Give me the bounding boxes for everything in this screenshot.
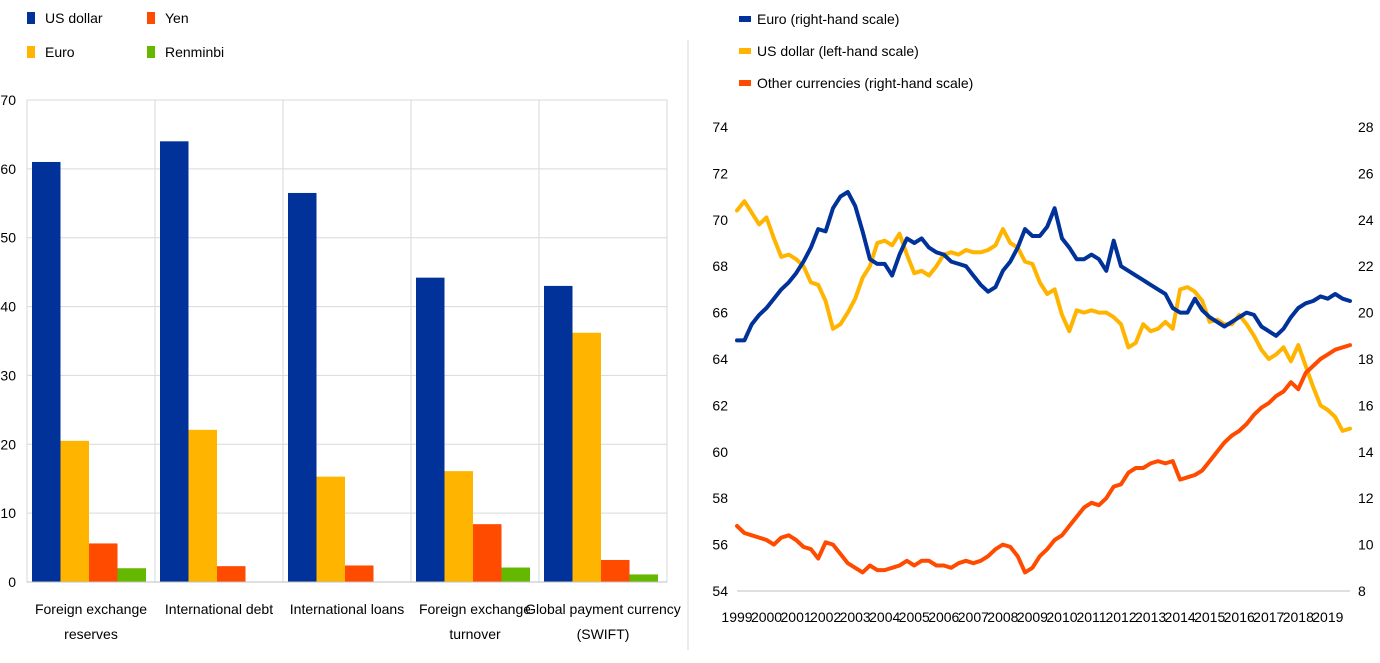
series-line-other-currencies	[735, 343, 1352, 575]
bar-category-label: reserves	[64, 626, 118, 642]
bar-y-tick-label: 60	[0, 161, 16, 177]
bar-euro	[572, 332, 601, 582]
legend-swatch-us-dollar	[27, 12, 35, 24]
bar-renminbi	[117, 568, 146, 582]
legend-label: Other currencies (right-hand scale)	[757, 75, 973, 91]
line-x-tick-label: 2009	[1017, 609, 1048, 625]
bar-euro	[60, 440, 89, 582]
line-left-tick-label: 68	[712, 258, 728, 274]
line-left-tick-label: 56	[712, 537, 728, 553]
legend-label: Euro (right-hand scale)	[757, 11, 899, 27]
line-right-tick-label: 14	[1358, 444, 1374, 460]
bar-category-label: turnover	[449, 626, 501, 642]
series-line-euro	[735, 190, 1352, 343]
legend-label: US dollar	[45, 10, 103, 26]
line-left-tick-label: 60	[712, 444, 728, 460]
line-right-tick-label: 22	[1358, 258, 1374, 274]
line-x-tick-label: 2003	[840, 609, 871, 625]
bar-us-dollar	[544, 285, 573, 582]
line-right-tick-label: 18	[1358, 351, 1374, 367]
line-right-tick-label: 28	[1358, 119, 1374, 135]
bar-euro	[444, 471, 473, 582]
bar-legend: US dollar Euro Yen Renminbi	[27, 10, 224, 60]
line-x-tick-label: 2015	[1194, 609, 1225, 625]
legend-label: US dollar (left-hand scale)	[757, 43, 919, 59]
bar-yen	[473, 524, 502, 582]
bar-us-dollar	[160, 141, 189, 583]
bar-euro	[188, 429, 217, 582]
line-right-tick-label: 12	[1358, 490, 1374, 506]
line-left-tick-label: 64	[712, 351, 728, 367]
line-x-tick-label: 2008	[987, 609, 1018, 625]
line-legend: Euro (right-hand scale) US dollar (left-h…	[739, 11, 973, 91]
bar-category-label: International debt	[165, 601, 273, 617]
bar-y-tick-label: 10	[0, 505, 16, 521]
line-right-tick-label: 20	[1358, 305, 1374, 321]
legend-swatch-other-currencies	[739, 80, 751, 86]
line-x-tick-label: 2011	[1076, 609, 1106, 625]
bar-y-tick-label: 30	[0, 367, 16, 383]
legend-swatch-euro	[27, 46, 35, 58]
bar-category-label: (SWIFT)	[577, 626, 630, 642]
line-right-tick-label: 24	[1358, 212, 1374, 228]
bar-us-dollar	[288, 192, 317, 582]
line-x-tick-label: 2006	[928, 609, 959, 625]
legend-swatch-us-dollar	[739, 48, 751, 54]
line-x-tick-label: 2017	[1253, 609, 1284, 625]
series-line-us-dollar	[735, 199, 1352, 433]
line-right-tick-label: 8	[1358, 583, 1366, 599]
line-right-tick-label: 26	[1358, 165, 1374, 181]
bar-chart: 0 10 20 30 40 50 60 70 Foreign exchange reserves I…	[0, 92, 680, 642]
line-x-tick-label: 2005	[899, 609, 930, 625]
line-x-tick-label: 2010	[1046, 609, 1077, 625]
bar-us-dollar	[416, 277, 445, 582]
bar-y-tick-label: 0	[8, 574, 16, 590]
line-right-tick-label: 10	[1358, 537, 1374, 553]
line-x-tick-label: 2001	[781, 609, 812, 625]
bar-renminbi	[629, 574, 658, 582]
bar-euro	[316, 476, 345, 582]
bar-yen	[345, 565, 374, 582]
bar-y-tick-label: 50	[0, 230, 16, 246]
bar-category-label: Global payment currency	[525, 601, 681, 617]
line-left-tick-label: 72	[712, 165, 728, 181]
bar-category-label: International loans	[290, 601, 404, 617]
legend-label: Yen	[165, 10, 189, 26]
line-x-tick-label: 2014	[1165, 609, 1196, 625]
bar-category-label: Foreign exchange	[35, 601, 147, 617]
line-x-tick-label: 1999	[721, 609, 752, 625]
bar-y-tick-label: 40	[0, 299, 16, 315]
line-x-tick-label: 2004	[869, 609, 900, 625]
legend-swatch-euro	[739, 16, 751, 22]
bar-us-dollar	[32, 161, 61, 582]
line-chart: 54 56 58 60 62 64 66 68 70 72 74 8 10 12 14 16 18 20 22 24 2…	[712, 119, 1373, 625]
line-x-tick-label: 2016	[1224, 609, 1255, 625]
line-left-tick-label: 74	[712, 119, 728, 135]
bar-category-label: Foreign exchange	[419, 601, 531, 617]
line-right-tick-label: 16	[1358, 397, 1374, 413]
line-x-tick-label: 2019	[1312, 609, 1343, 625]
line-x-tick-label: 2013	[1135, 609, 1166, 625]
legend-label: Euro	[45, 44, 75, 60]
line-left-tick-label: 54	[712, 583, 728, 599]
line-left-tick-label: 70	[712, 212, 728, 228]
line-x-tick-label: 2002	[810, 609, 841, 625]
legend-label: Renminbi	[165, 44, 224, 60]
bar-renminbi	[501, 567, 530, 582]
legend-swatch-yen	[147, 12, 155, 24]
line-x-tick-label: 2018	[1283, 609, 1314, 625]
line-left-tick-label: 62	[712, 397, 728, 413]
bar-yen	[89, 543, 118, 582]
line-left-tick-label: 66	[712, 305, 728, 321]
bar-y-tick-label: 20	[0, 436, 16, 452]
bar-yen	[217, 566, 246, 582]
line-x-tick-label: 2000	[751, 609, 782, 625]
line-left-tick-label: 58	[712, 490, 728, 506]
legend-swatch-renminbi	[147, 46, 155, 58]
line-x-tick-label: 2012	[1105, 609, 1136, 625]
bar-yen	[601, 559, 630, 582]
bar-y-tick-label: 70	[0, 92, 16, 108]
line-x-tick-label: 2007	[958, 609, 989, 625]
